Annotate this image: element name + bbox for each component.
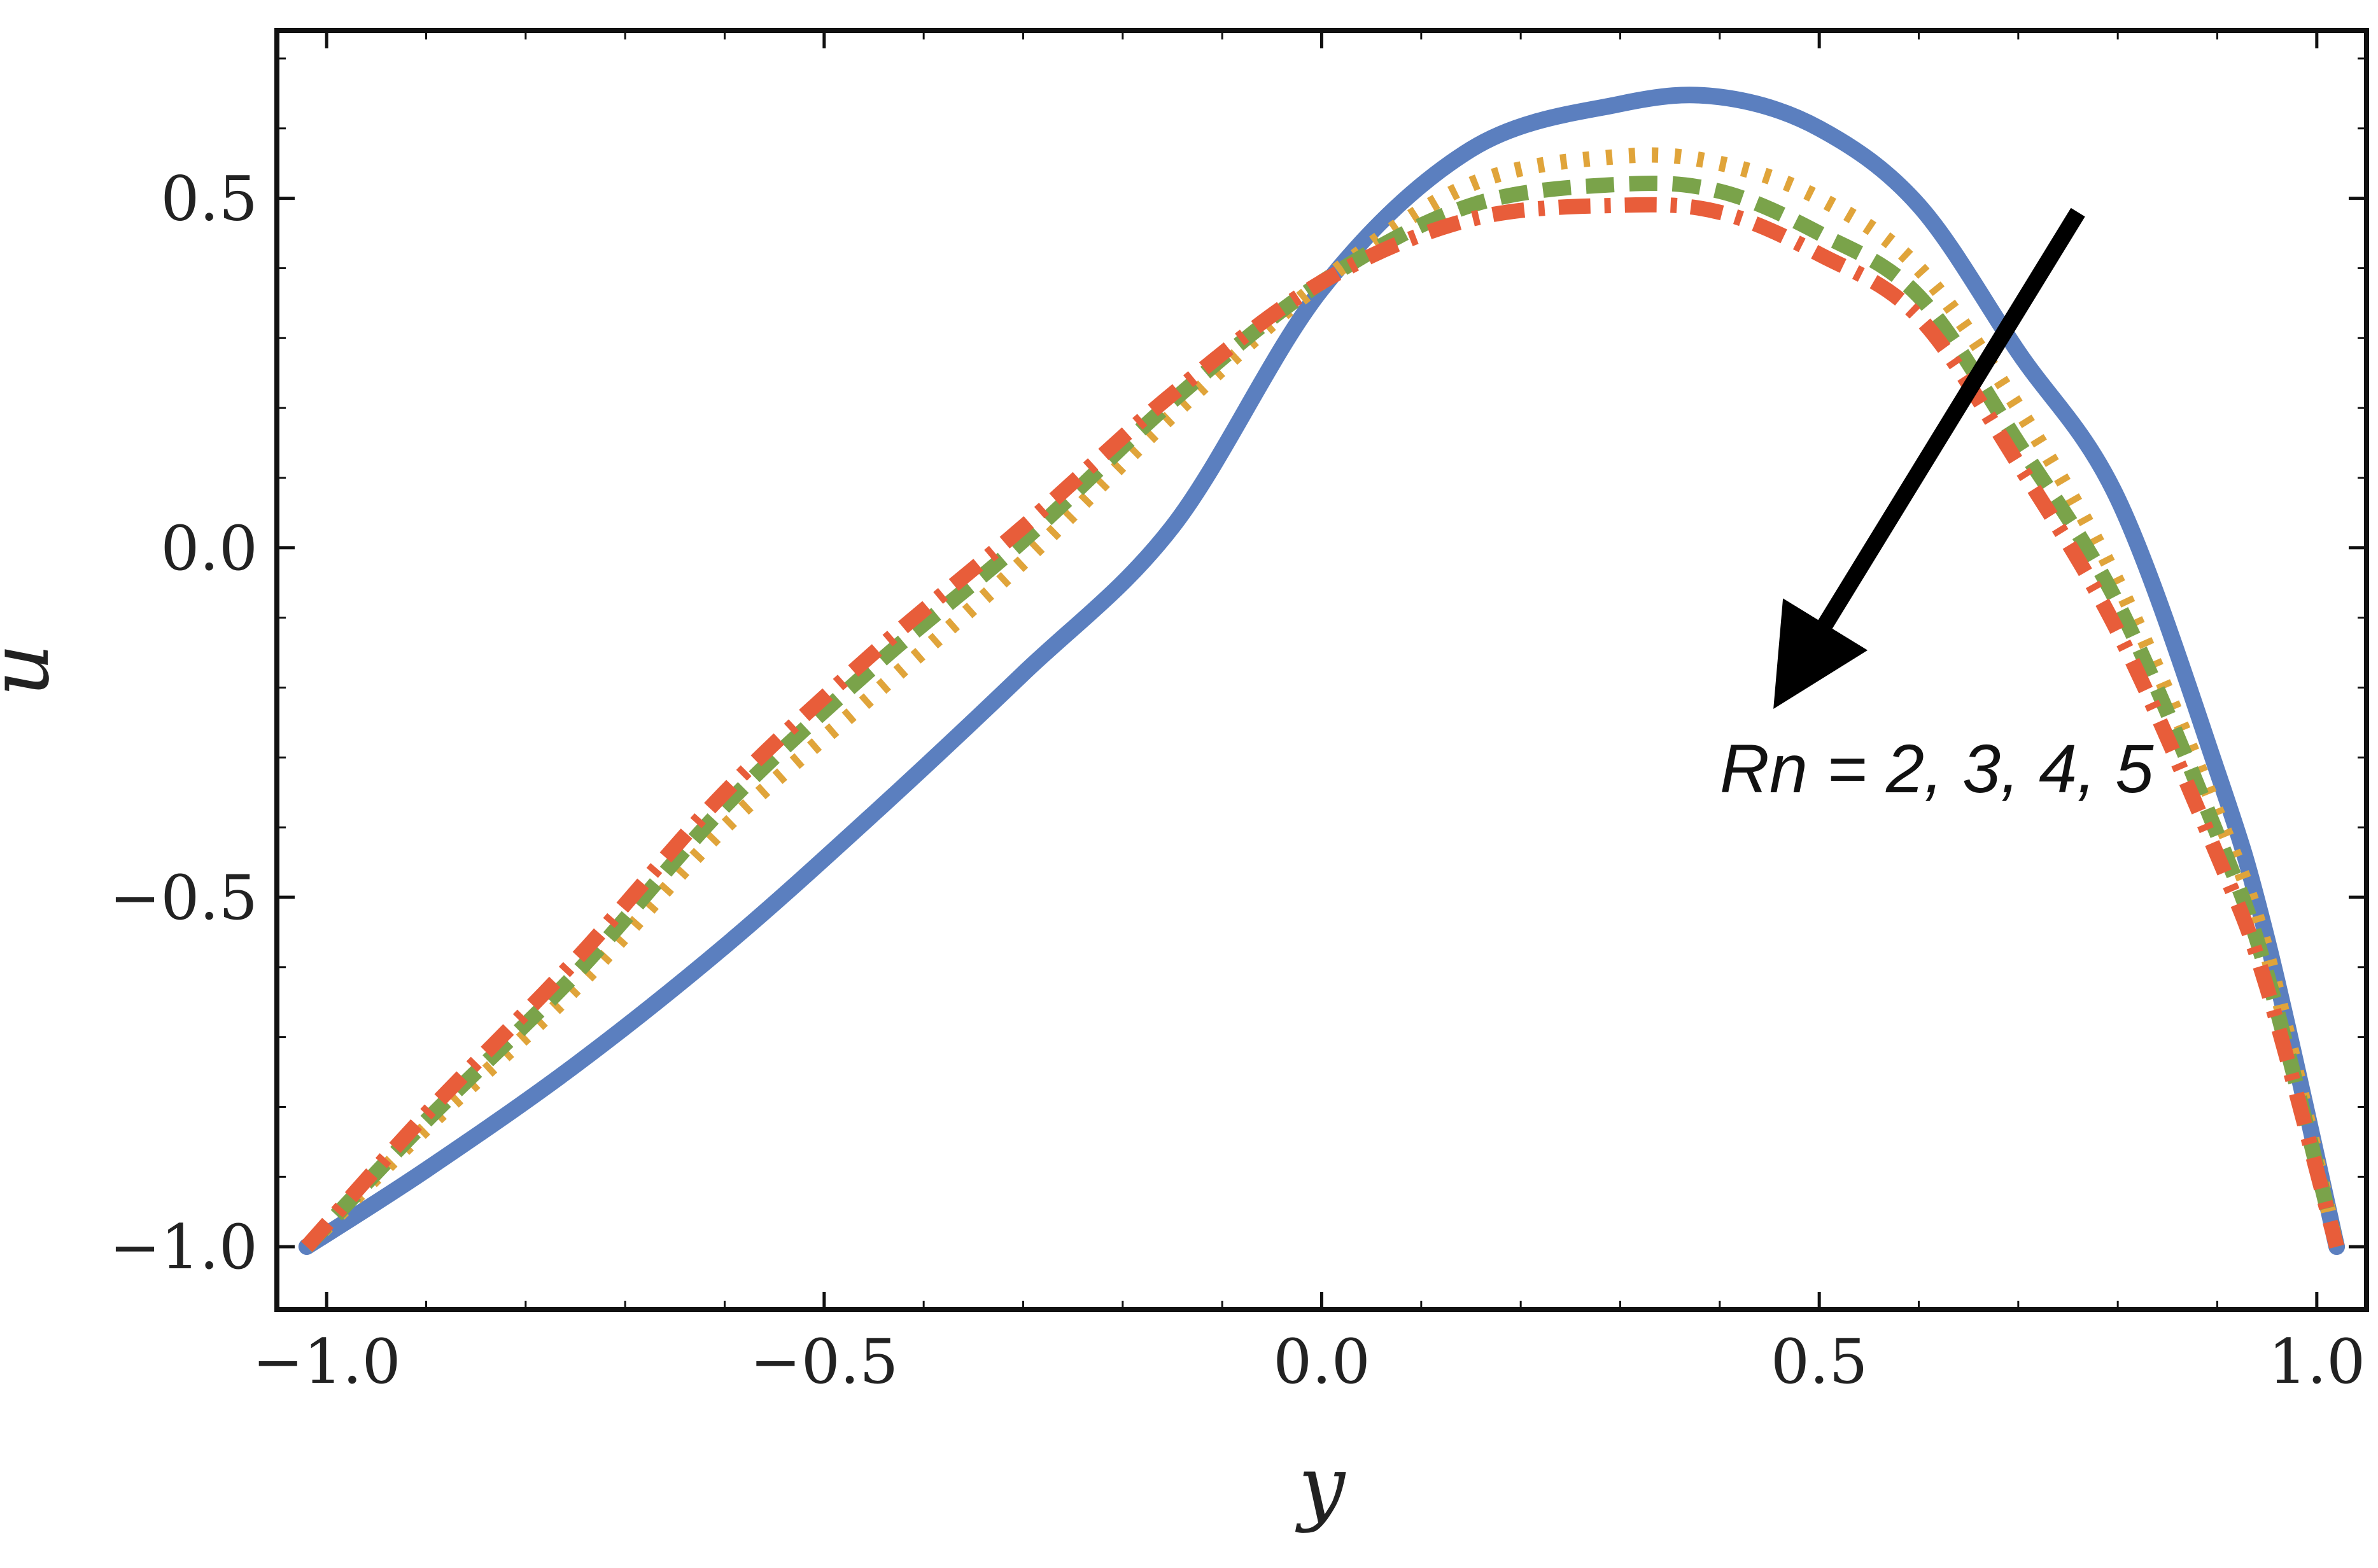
series-line-4 bbox=[300, 197, 2344, 1252]
annotation-arrow bbox=[1773, 207, 2085, 710]
series-layer bbox=[298, 87, 2346, 1256]
x-tick-label: 0.5 bbox=[1771, 1326, 1868, 1397]
annotation-layer: Rn = 2, 3, 4, 5 bbox=[1720, 207, 2154, 807]
x-axis-label: y bbox=[1295, 1438, 1346, 1534]
series-line-1 bbox=[298, 87, 2346, 1256]
tick-layer: −1.0 −0.5 0.0 0.5 1.0 −1.0 −0.5 0.0 0.5 bbox=[109, 31, 2367, 1397]
y-tick-label: 0.5 bbox=[160, 164, 258, 235]
x-tick-label: −0.5 bbox=[750, 1326, 898, 1397]
series-line-3 bbox=[301, 175, 2344, 1252]
y-tick-label: −1.0 bbox=[109, 1212, 258, 1283]
x-tick-label: −1.0 bbox=[253, 1326, 401, 1397]
y-tick-label: 0.0 bbox=[160, 513, 258, 584]
x-tick-label: 0.0 bbox=[1273, 1326, 1370, 1397]
x-tick-label: 1.0 bbox=[2268, 1326, 2365, 1397]
annotation-label: Rn = 2, 3, 4, 5 bbox=[1720, 730, 2154, 807]
y-tick-label: −0.5 bbox=[109, 862, 258, 934]
y-axis-label: u bbox=[0, 643, 67, 697]
series-line-2 bbox=[301, 147, 2344, 1252]
